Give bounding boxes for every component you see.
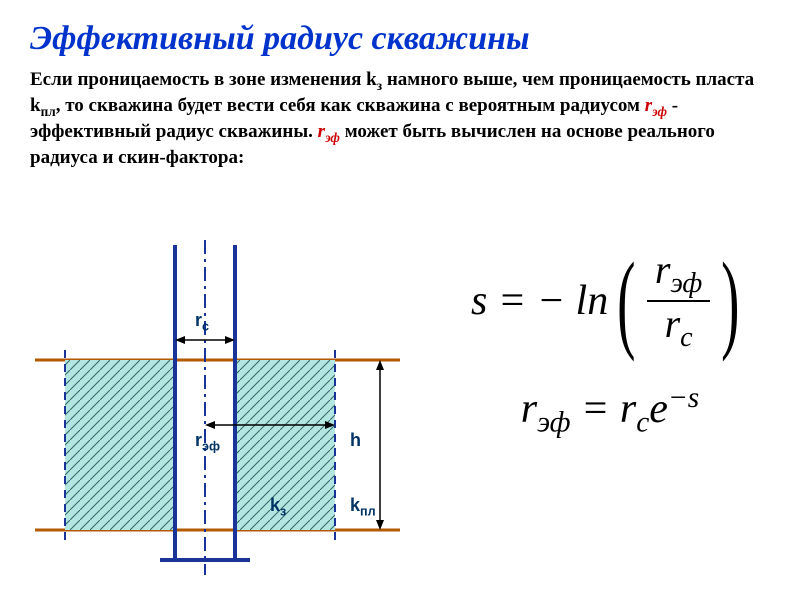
formula-ref: rэф = rсe−s bbox=[450, 382, 770, 439]
label-kz: kз bbox=[270, 495, 286, 519]
page-title: Эффективный радиус скважины bbox=[30, 20, 770, 58]
label-rc: rс bbox=[195, 310, 209, 334]
formula-skin: s = − ln ( rэф rс ) bbox=[450, 250, 770, 352]
description-paragraph: Если проницаемость в зоне изменения kз н… bbox=[30, 68, 770, 171]
label-h: h bbox=[350, 430, 361, 451]
label-kpl: kпл bbox=[350, 495, 376, 519]
well-diagram: rс rэф h kз kпл bbox=[30, 240, 430, 580]
label-ref: rэф bbox=[195, 430, 220, 454]
well-svg bbox=[30, 240, 430, 580]
formulas-block: s = − ln ( rэф rс ) rэф = rсe−s bbox=[450, 250, 770, 439]
